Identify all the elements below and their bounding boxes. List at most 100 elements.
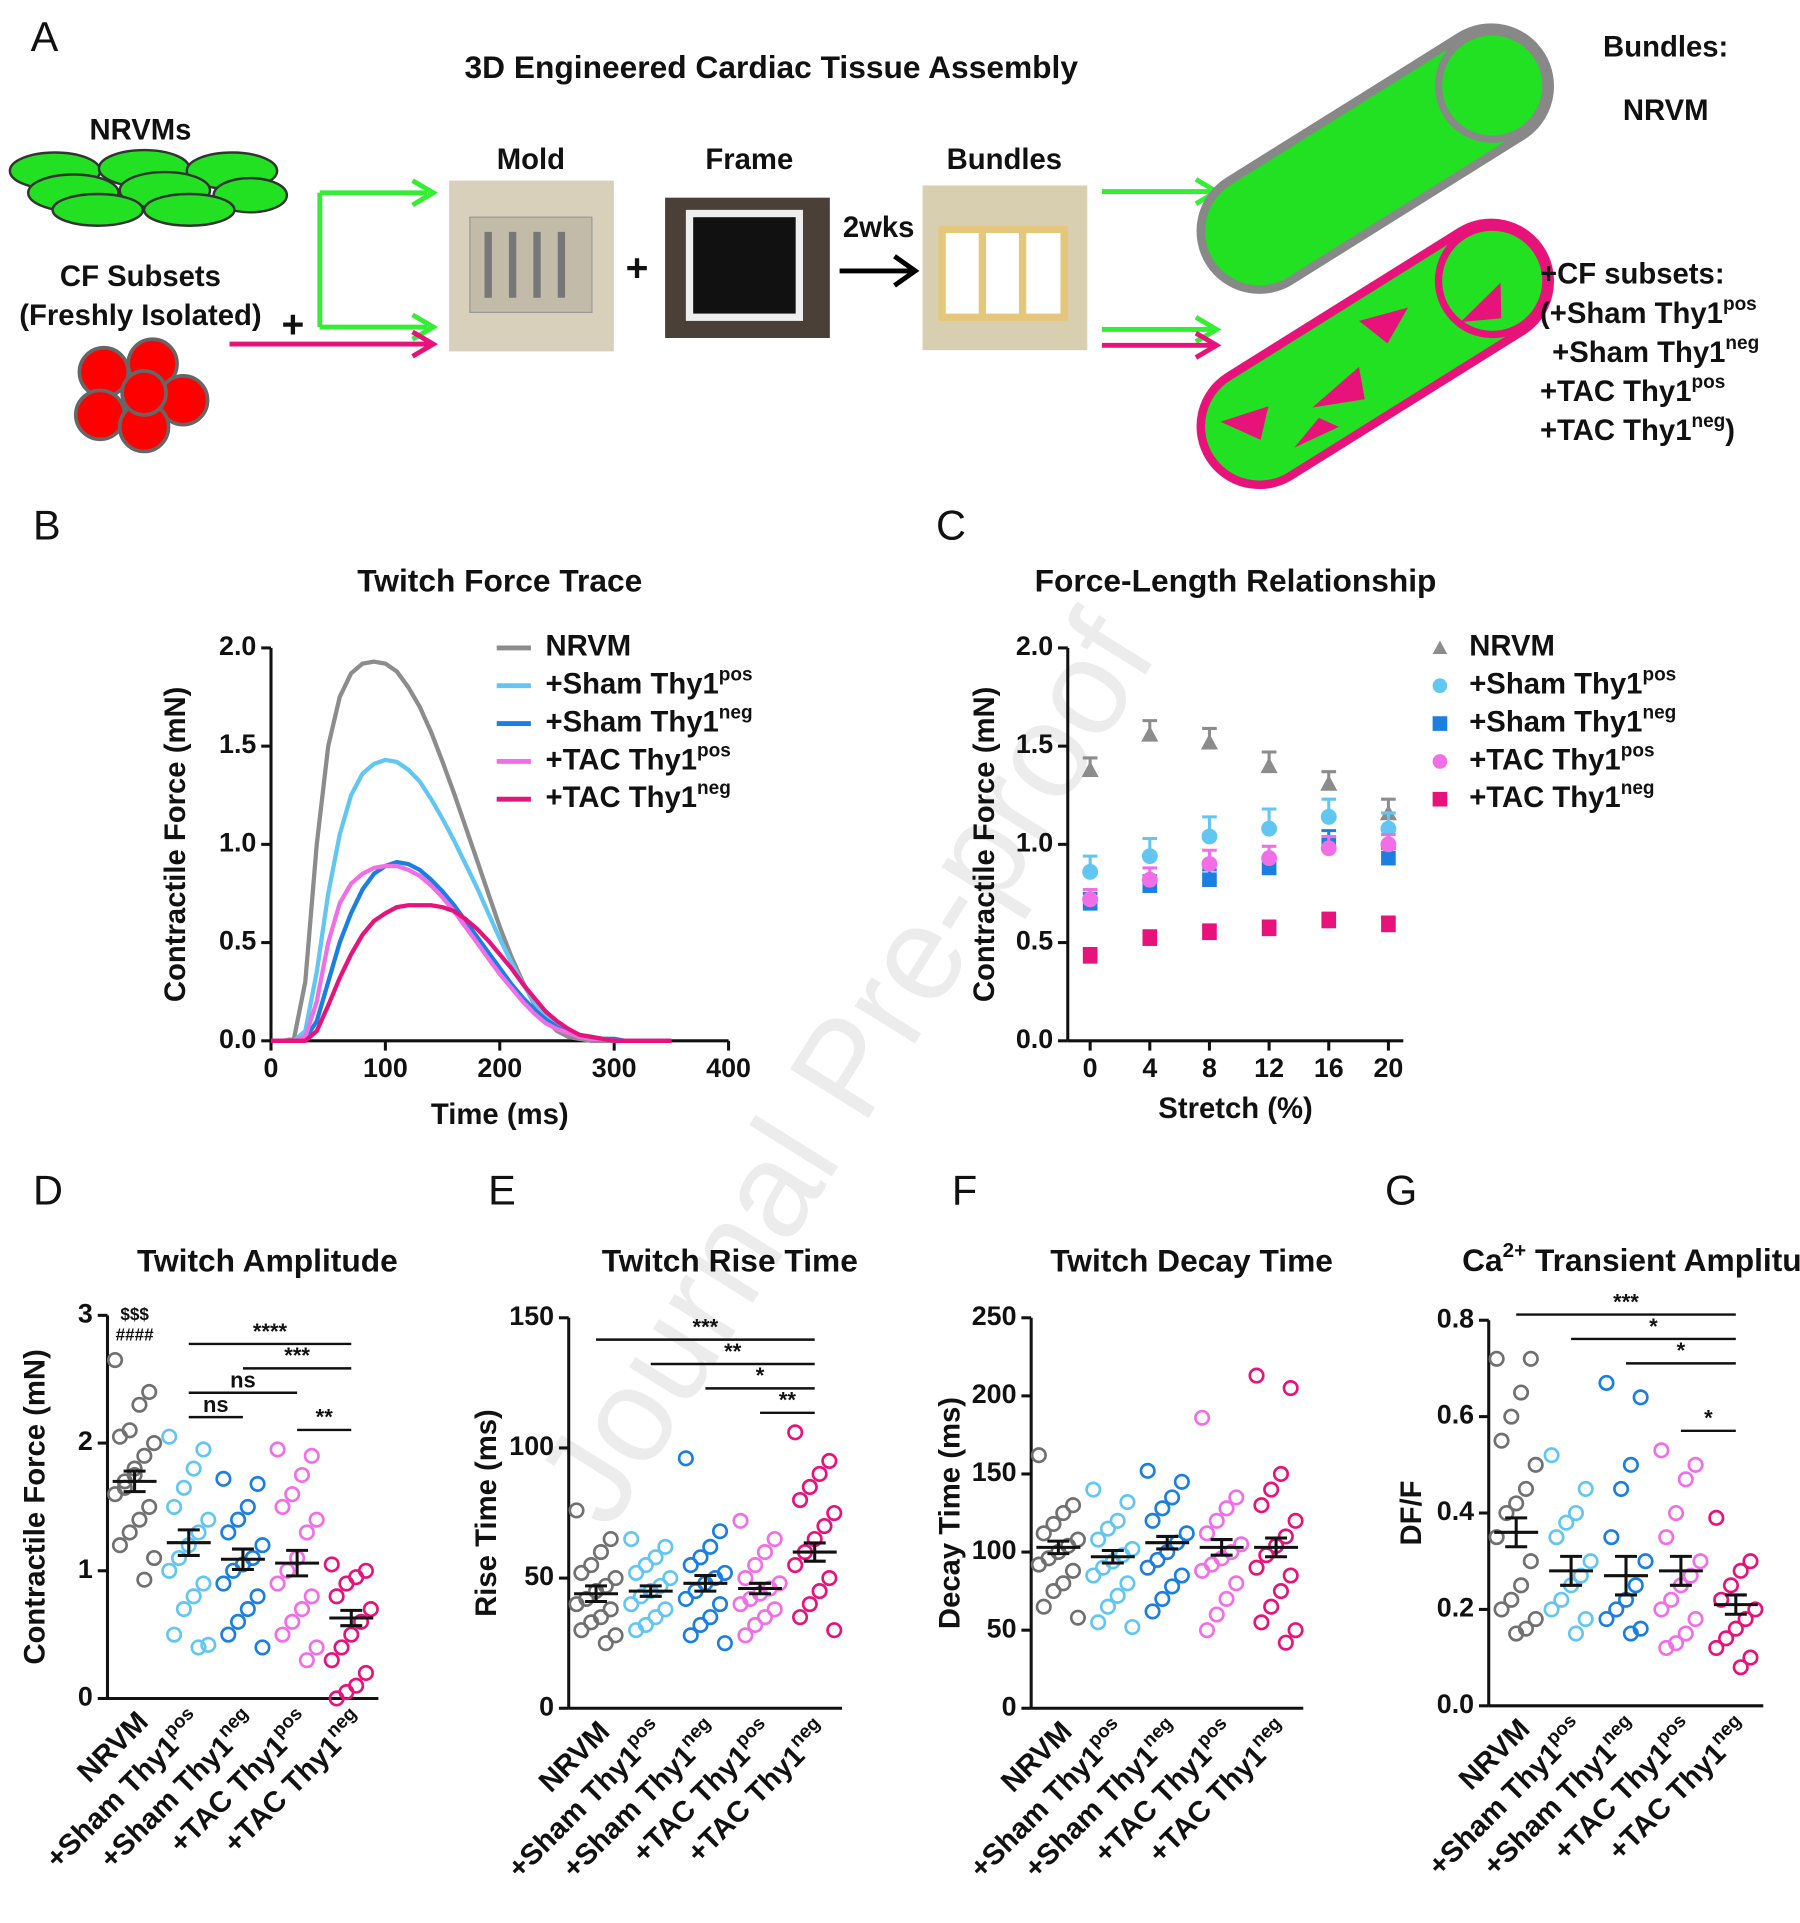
point [1572, 1567, 1589, 1584]
x-tick-label: 16 [1314, 1053, 1344, 1083]
point [1687, 1456, 1704, 1473]
point [692, 1549, 709, 1566]
y-tick-label: 50 [524, 1561, 554, 1591]
point [1493, 1432, 1510, 1449]
point [274, 1626, 291, 1643]
point [1277, 1528, 1294, 1545]
point [293, 1601, 311, 1618]
point [1208, 1606, 1225, 1623]
point [1513, 1384, 1530, 1401]
point [1508, 1495, 1525, 1512]
bracket-label: ** [316, 1405, 334, 1430]
point [637, 1557, 654, 1574]
sem-bar [177, 1528, 200, 1557]
point [657, 1538, 674, 1555]
point [1527, 1456, 1544, 1473]
point [682, 1627, 699, 1644]
point [607, 1627, 624, 1644]
point [1543, 1447, 1560, 1464]
point [1149, 1551, 1166, 1568]
point [111, 1428, 128, 1445]
x-tick-label: 200 [477, 1053, 522, 1083]
point [1627, 1577, 1644, 1594]
panel-letter: F [952, 1166, 977, 1213]
y-tick-label: 2.0 [1016, 631, 1053, 661]
point [215, 1575, 232, 1592]
chart-dot: E Twitch Rise Time Rise Time (ms) 0 50 100 150… [470, 1166, 858, 1884]
point [1682, 1567, 1699, 1584]
point [732, 1512, 749, 1529]
bracket-label: ** [724, 1339, 742, 1364]
y-tick-label: 100 [509, 1431, 554, 1461]
sem-bar [1156, 1534, 1179, 1551]
chart-dot: D Twitch Amplitude Contractile Force (mN) 0… [18, 1166, 397, 1875]
point [1747, 1601, 1764, 1618]
point [1577, 1611, 1594, 1628]
point [1722, 1577, 1739, 1594]
point [1727, 1620, 1744, 1637]
sem-bar [1210, 1538, 1233, 1557]
point [602, 1530, 619, 1548]
point [792, 1491, 809, 1509]
chart-dot: G Ca2+ Transient Amplitude DF/F 0.0 0.2 0.4 0.… [1385, 1166, 1800, 1882]
point [811, 1583, 828, 1600]
point [756, 1544, 773, 1561]
point [1085, 1481, 1102, 1498]
point [111, 1537, 128, 1554]
text-part: Ca [1462, 1242, 1503, 1278]
superscript: neg [1691, 410, 1725, 431]
x-tick-label: 0 [1083, 1053, 1098, 1083]
arrows [229, 177, 1222, 360]
point [1069, 1609, 1086, 1626]
point [1653, 1601, 1670, 1618]
point [657, 1601, 674, 1618]
point [1260, 757, 1278, 774]
point [1173, 1473, 1190, 1490]
bracket-label: * [756, 1363, 765, 1388]
point [816, 1517, 833, 1535]
point [1708, 1639, 1725, 1657]
chart-title: Ca2+ Transient Amplitude [1462, 1239, 1800, 1278]
y-tick-label: 250 [972, 1301, 1017, 1331]
point [1503, 1591, 1520, 1608]
point [1508, 1625, 1525, 1642]
text-part: +TAC Thy1 [546, 781, 698, 814]
y-tick-label: 0.0 [219, 1024, 256, 1054]
point [747, 1616, 764, 1634]
point [647, 1609, 664, 1626]
point [1287, 1622, 1304, 1639]
point [1109, 1587, 1126, 1604]
x-tick-label: 4 [1142, 1053, 1157, 1083]
point [1202, 872, 1217, 888]
y-axis-label: Contractile Force (mN) [159, 687, 192, 1002]
point [628, 1564, 645, 1581]
label: +TAC Thy1pos [1540, 371, 1725, 407]
point [1045, 1583, 1062, 1600]
legend-swatch [1432, 791, 1448, 807]
trace [270, 863, 672, 1043]
y-tick-label: 1 [78, 1554, 93, 1584]
plus: + [626, 247, 649, 290]
point [298, 1652, 315, 1669]
point [1258, 1547, 1275, 1564]
superscript: pos [697, 740, 731, 761]
photo-frame [665, 197, 830, 338]
point [1522, 1553, 1539, 1570]
sem-bar [639, 1584, 662, 1598]
point [1277, 1634, 1294, 1651]
panel-a: A 3D Engineered Cardiac Tissue Assembly … [8, 13, 1759, 490]
point [1045, 1515, 1062, 1533]
sem-bar [340, 1608, 363, 1628]
y-tick-label: 0.0 [1437, 1689, 1474, 1719]
point [1124, 1618, 1141, 1636]
point [308, 1511, 325, 1528]
y-tick-label: 50 [987, 1613, 1017, 1643]
annotation: #### [116, 1326, 154, 1345]
point [1598, 1611, 1615, 1628]
point [747, 1557, 764, 1574]
point [1282, 1380, 1299, 1397]
y-axis-label: Rise Time (ms) [470, 1409, 503, 1617]
point [107, 1351, 124, 1369]
point [1742, 1649, 1759, 1666]
text-part: +TAC Thy1 [1540, 414, 1692, 447]
